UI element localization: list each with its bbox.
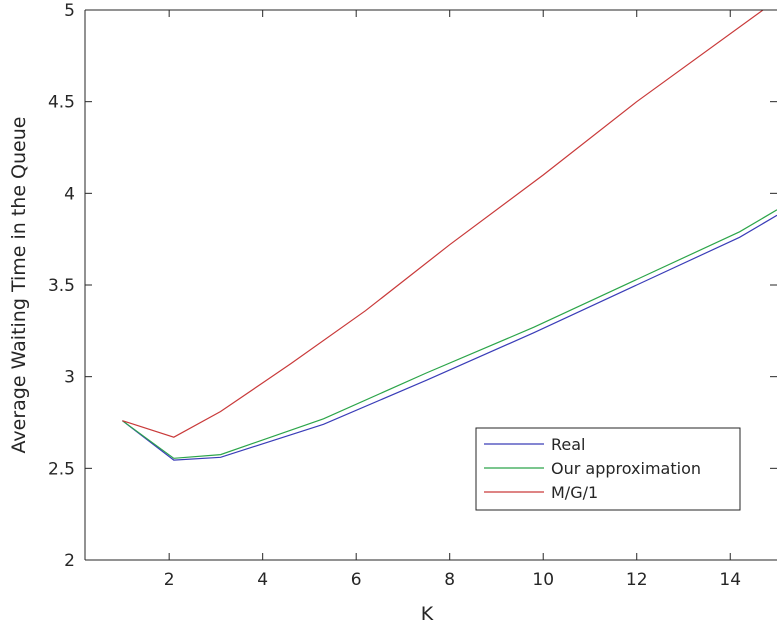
- y-tick-label: 5: [64, 1, 75, 21]
- legend-label: M/G/1: [551, 483, 598, 502]
- y-tick-label: 3.5: [48, 276, 75, 296]
- series-line-1: [122, 214, 777, 461]
- y-tick-label: 3: [64, 368, 75, 388]
- x-tick-label: 4: [257, 570, 268, 590]
- x-tick-label: 2: [164, 570, 175, 590]
- x-axis-label: K: [421, 603, 434, 625]
- y-axis-label: Average Waiting Time in the Queue: [8, 117, 30, 454]
- series-line-2: [122, 209, 777, 459]
- legend-label: Our approximation: [551, 459, 701, 478]
- y-tick-label: 4.5: [48, 93, 75, 113]
- x-tick-label: 12: [626, 570, 648, 590]
- series-layer: [122, 10, 777, 461]
- x-tick-label: 6: [351, 570, 362, 590]
- y-tick-label: 4: [64, 184, 75, 204]
- series-line-3: [122, 10, 764, 438]
- y-tick-label: 2: [64, 551, 75, 571]
- x-tick-label: 14: [719, 570, 741, 590]
- x-tick-label: 8: [444, 570, 455, 590]
- legend-label: Real: [551, 435, 586, 454]
- ticks-layer: 2 4 6 8 10 12 14 2 2.5 3 3.5 4 4.5 5: [48, 1, 777, 590]
- x-tick-label: 10: [532, 570, 554, 590]
- y-tick-label: 2.5: [48, 459, 75, 479]
- legend: Real Our approximation M/G/1: [475, 427, 741, 511]
- legend-box: [475, 427, 741, 511]
